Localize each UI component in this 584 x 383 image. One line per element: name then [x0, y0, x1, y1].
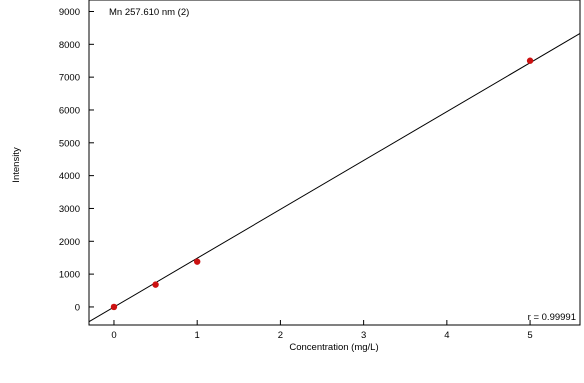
x-tick-label: 4 [444, 330, 449, 341]
y-tick-label: 5000 [59, 138, 80, 149]
correlation-annotation: r = 0.99991 [528, 312, 576, 323]
y-tick-label: 9000 [59, 7, 80, 18]
x-tick-label: 5 [527, 330, 532, 341]
y-axis-label: Intensity [11, 147, 22, 183]
chart-title: Mn 257.610 nm (2) [109, 7, 189, 18]
x-tick-label: 0 [111, 330, 116, 341]
x-axis-label: Concentration (mg/L) [289, 342, 378, 353]
y-tick-label: 6000 [59, 105, 80, 116]
y-tick-label: 0 [75, 302, 80, 313]
x-tick-label: 1 [195, 330, 200, 341]
y-tick-label: 4000 [59, 171, 80, 182]
plot-frame [88, 0, 581, 326]
data-point [193, 258, 201, 265]
data-point [110, 303, 118, 311]
data-points [110, 57, 534, 311]
data-point [152, 281, 159, 288]
y-tick-label: 3000 [59, 204, 80, 215]
data-point [526, 57, 534, 64]
y-tick-label: 7000 [59, 73, 80, 84]
regression-line [88, 33, 581, 323]
y-axis-ticks: 0 1000 2000 3000 4000 5000 6000 7000 8000 9000 [59, 7, 94, 313]
x-tick-label: 3 [361, 330, 366, 341]
x-tick-label: 2 [278, 330, 283, 341]
y-tick-label: 8000 [59, 40, 80, 51]
x-axis-ticks: 0 1 2 3 4 5 [111, 320, 533, 341]
y-tick-label: 2000 [59, 237, 80, 248]
y-tick-label: 1000 [59, 270, 80, 281]
